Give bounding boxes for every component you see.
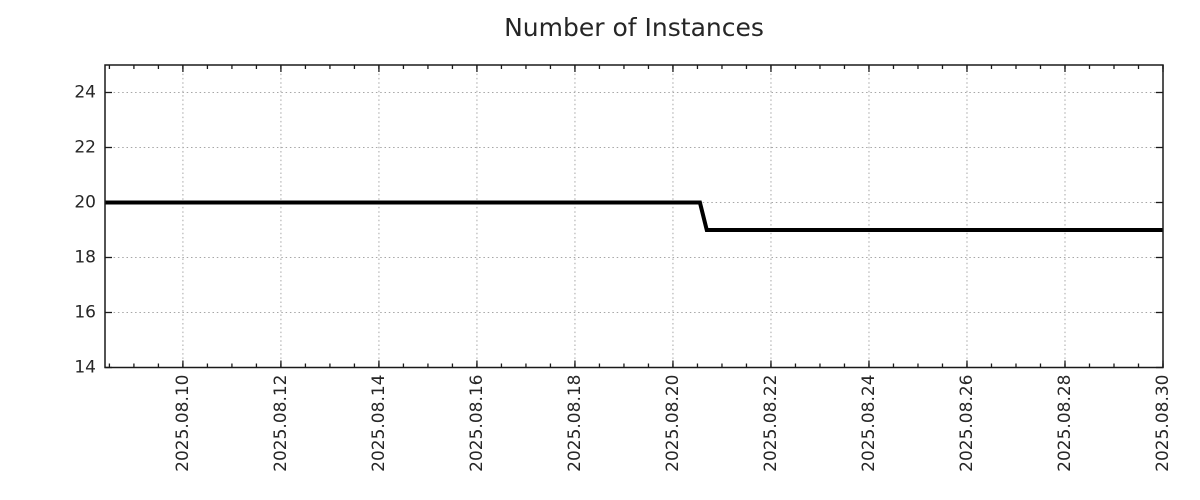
y-tick-label: 20	[74, 193, 96, 213]
chart-title: Number of Instances	[504, 13, 764, 42]
x-tick-label: 2025.08.26	[957, 375, 977, 472]
x-tick-label: 2025.08.10	[173, 375, 193, 472]
x-tick-label: 2025.08.24	[859, 375, 879, 472]
y-tick-label: 14	[74, 358, 96, 378]
x-tick-label: 2025.08.30	[1153, 375, 1173, 472]
y-tick-label: 16	[74, 303, 96, 323]
data-line-instances	[105, 200, 1163, 232]
x-tick-label: 2025.08.16	[467, 375, 487, 472]
x-tick-label: 2025.08.12	[271, 375, 291, 472]
x-tick-label: 2025.08.14	[369, 375, 389, 472]
x-tick-label: 2025.08.22	[761, 375, 781, 472]
x-tick-label: 2025.08.18	[565, 375, 585, 472]
y-tick-label: 18	[74, 248, 96, 268]
x-tick-label: 2025.08.28	[1055, 375, 1075, 472]
x-tick-label: 2025.08.20	[663, 375, 683, 472]
y-tick-label: 24	[74, 83, 96, 103]
y-tick-label: 22	[74, 138, 96, 158]
plot-border	[104, 64, 1164, 369]
